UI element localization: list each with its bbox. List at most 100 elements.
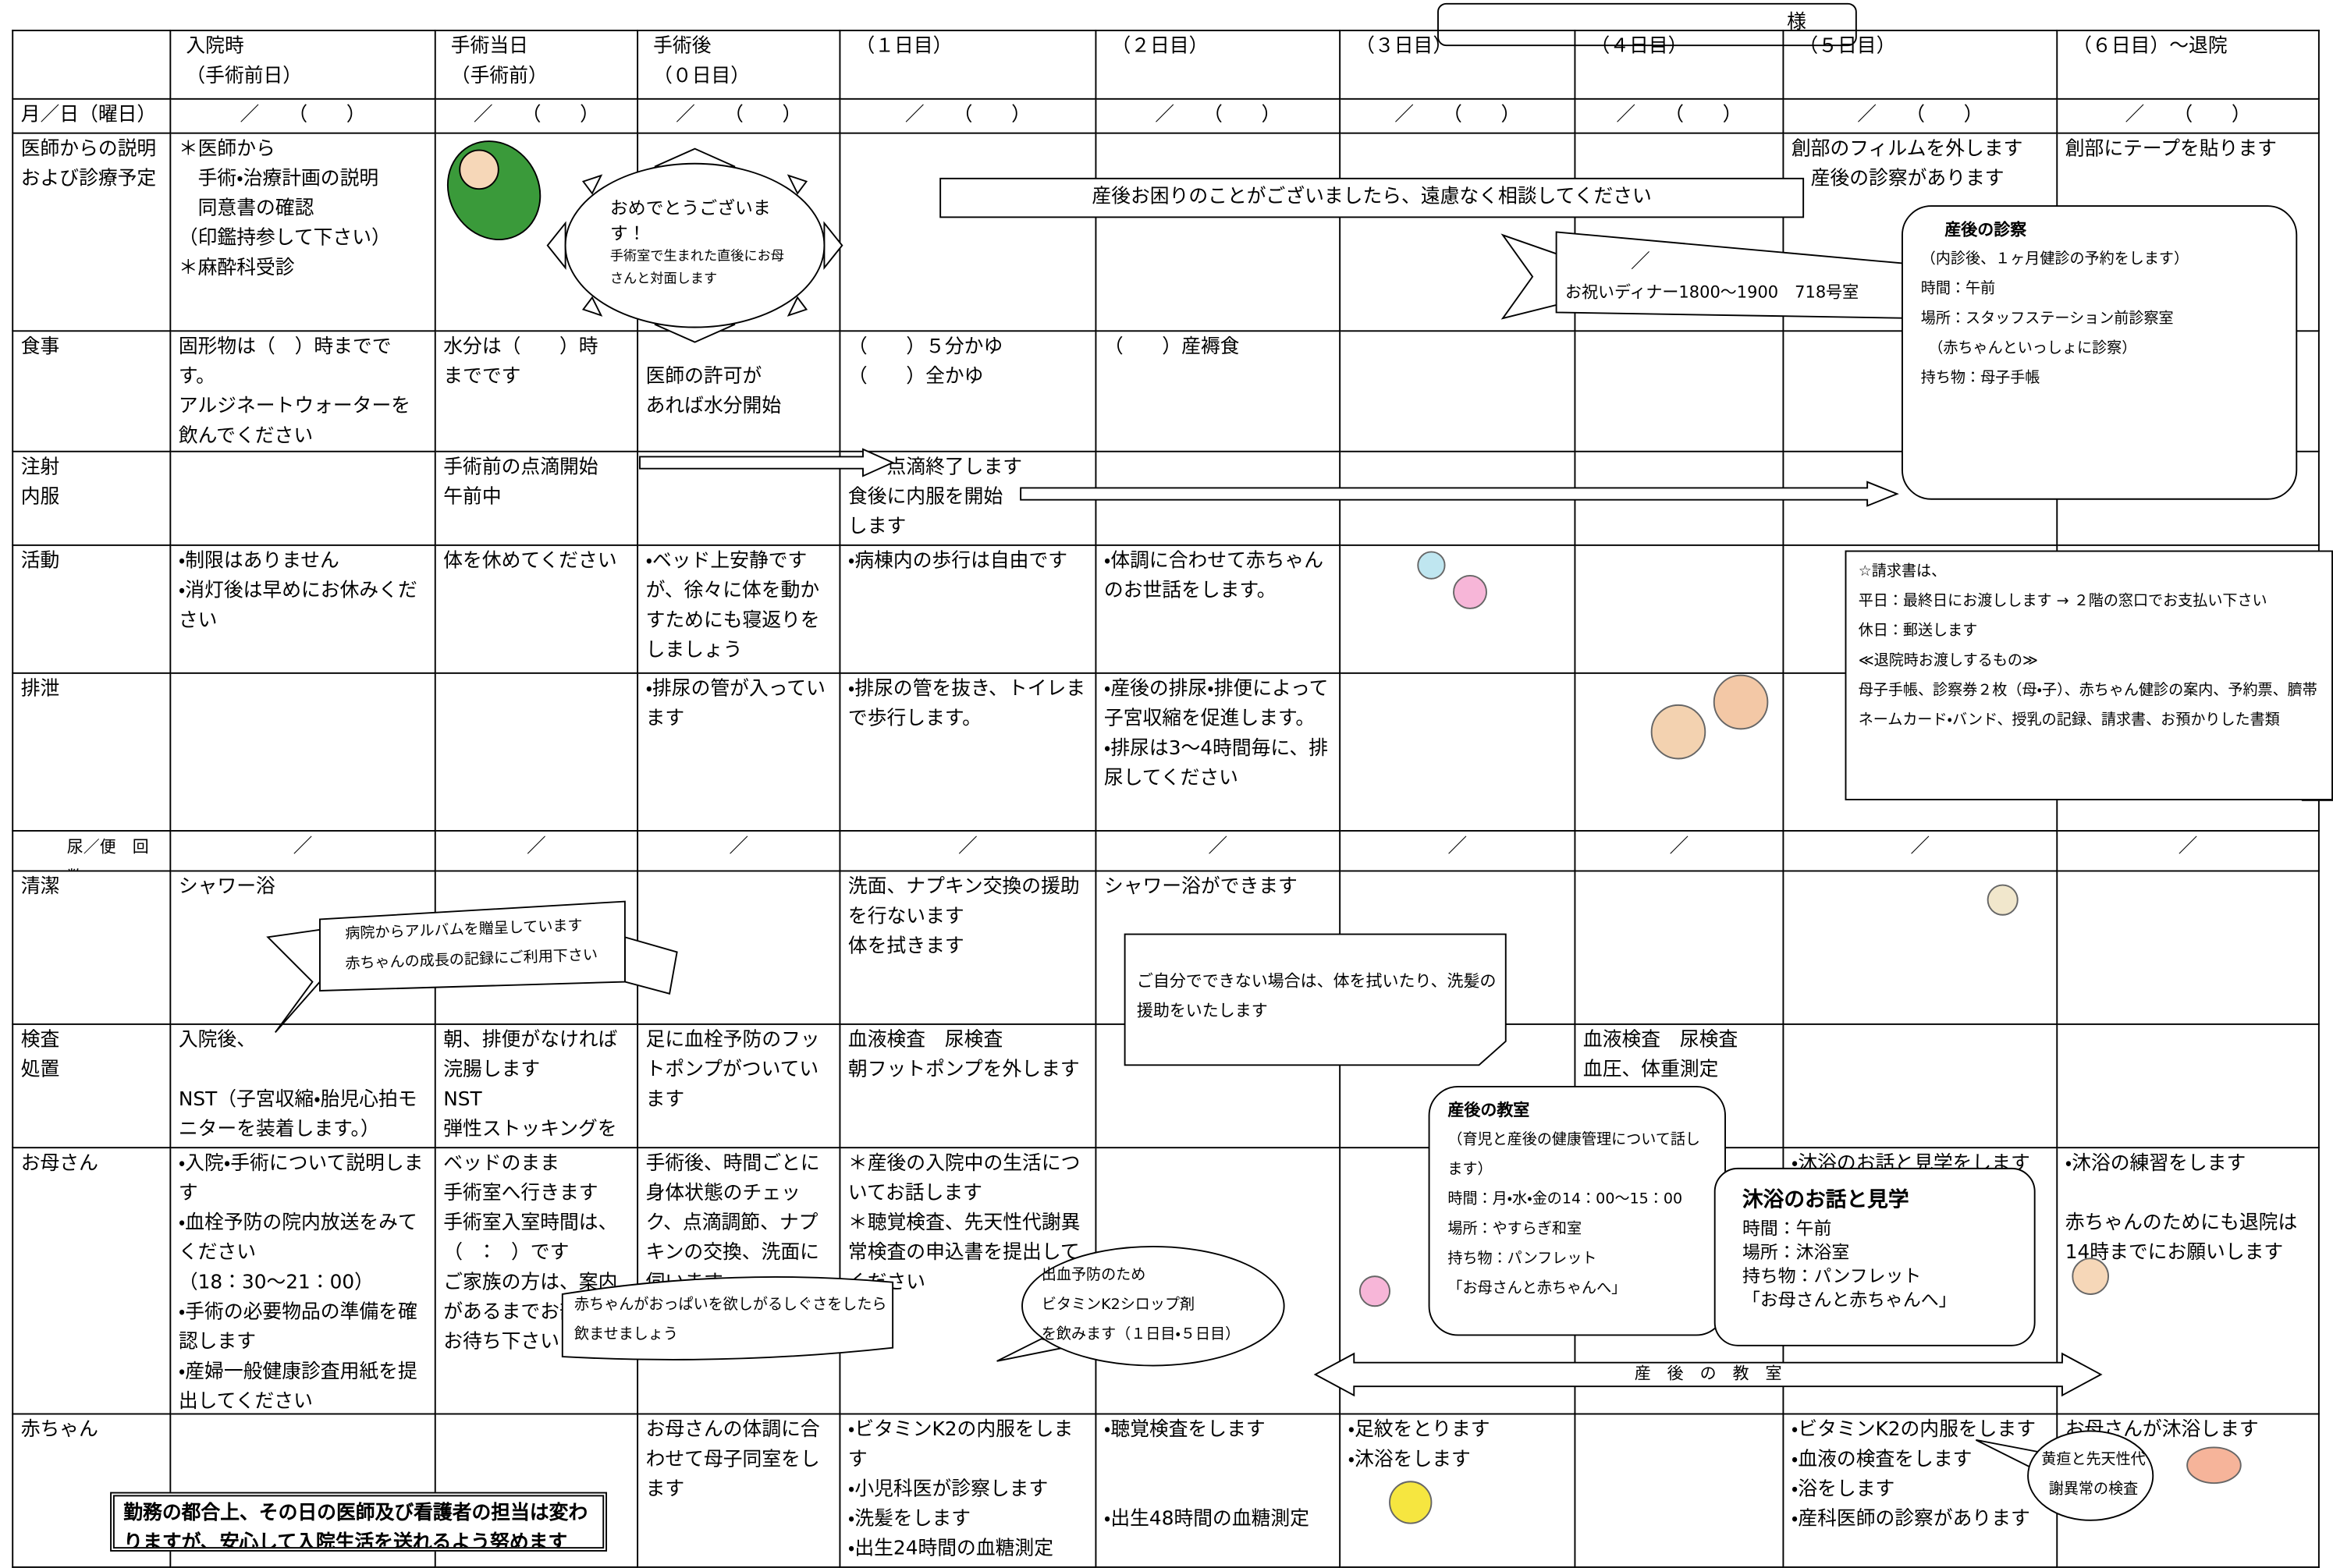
column-header-text: （３日目） bbox=[1355, 35, 1453, 59]
cell: ／ （ ） bbox=[434, 98, 639, 134]
row-label-text: 月／日（曜日） bbox=[20, 104, 157, 127]
cell: ／ bbox=[2056, 830, 2320, 872]
cell: 血液検査 尿検査 朝フットポンプを外します bbox=[839, 1023, 1097, 1149]
column-header: （３日目） bbox=[1339, 30, 1576, 100]
row-label: 活動 bbox=[12, 544, 172, 674]
column-header: 手術当日 （手術前） bbox=[434, 30, 639, 100]
row-label-text: 赤ちゃん bbox=[20, 1419, 98, 1442]
column-header-text: （２日目） bbox=[1111, 35, 1209, 59]
cell-text: 血液検査 尿検査 朝フットポンプを外します bbox=[847, 1029, 1080, 1082]
column-header-text: （１日目） bbox=[855, 35, 953, 59]
row: 活動 ・制限はありません ・消灯後は早めにお休みください 体を休めてください ・ベッド… bbox=[12, 544, 2320, 674]
cell-text: 創部のフィルムを外します 産後の診察があります bbox=[1791, 138, 2023, 191]
cell: ／ （ ） bbox=[1339, 98, 1576, 134]
bath-title: 沐浴のお話と見学 bbox=[1742, 1188, 1909, 1213]
row-label: 排泄 bbox=[12, 672, 172, 832]
cell-text: ／ bbox=[527, 835, 546, 859]
cell-text: ／ bbox=[1910, 835, 1930, 859]
cell-text: 朝、排便がなければ浣腸します NST 弾性ストッキングをはきます bbox=[443, 1029, 618, 1141]
cell: 点滴終了します 食後に内服を開始 します bbox=[839, 450, 1097, 546]
column-header-text: 手術当日 （手術前） bbox=[450, 35, 548, 88]
cell-text: ／ （ ） bbox=[1857, 104, 1983, 127]
cell-text: （ ）産褥食 bbox=[1103, 335, 1240, 359]
breastfeed-text: 赤ちゃんがおっぱいを欲しがるしぐさをしたら飲ませましょう bbox=[574, 1297, 887, 1343]
cell bbox=[637, 870, 841, 1025]
cell: ベッドのまま 手術室へ行きます 手術室入室時間は、 （ ： ）です ご家族の方は… bbox=[434, 1147, 639, 1415]
cell: ・排尿の管を抜き、トイレまで歩行します。 bbox=[839, 672, 1097, 832]
cell bbox=[2056, 870, 2320, 1025]
row: 赤ちゃん お母さんの体調に合わせて母子同室をします ・ビタミンK2の内服をします ・… bbox=[12, 1413, 2320, 1568]
row-label-text: 注射 内服 bbox=[20, 456, 60, 509]
exam-line: 持ち物：母子手帳 bbox=[1920, 370, 2040, 387]
row-label: 医師からの説明 および診療予定 bbox=[12, 132, 172, 332]
corner-cell bbox=[12, 30, 172, 100]
bath-line: 時間：午前 bbox=[1742, 1218, 1832, 1240]
cell-text: ／ bbox=[1447, 835, 1468, 859]
bath-line: 場所：沐浴室 bbox=[1742, 1242, 1850, 1263]
cell: 水分は（ ）時 までです bbox=[434, 330, 639, 452]
cell: ／ bbox=[169, 830, 436, 872]
cell-text: ／ bbox=[958, 835, 978, 859]
cell: ・病棟内の歩行は自由です bbox=[839, 544, 1097, 674]
cell: ／ （ ） bbox=[1574, 98, 1784, 134]
cell-text: お母さんの体調に合わせて母子同室をします bbox=[645, 1419, 820, 1502]
row-label: お母さん bbox=[12, 1147, 172, 1415]
cell-text: ・入院・手術について説明します ・血栓予防の院内放送をみてください （18：30… bbox=[178, 1152, 424, 1414]
exam-line: （赤ちゃんといっしょに診察） bbox=[1920, 340, 2137, 357]
cell: ・沐浴の練習をします 赤ちゃんのためにも退院は14時までにお願いします bbox=[2056, 1147, 2320, 1415]
cell-text: 医師の許可が あれば水分開始 bbox=[645, 366, 782, 418]
self-care-text: ご自分でできない場合は、体を拭いたり、洗髪の援助をいたします bbox=[1136, 971, 1497, 1021]
column-header-text: 手術後 （０日目） bbox=[653, 35, 751, 88]
cell: ・ビタミンK2の内服をします ・小児科医が診察します ・洗髪をします ・出生24… bbox=[839, 1413, 1097, 1568]
cell: ・排尿の管が入っています bbox=[637, 672, 841, 832]
row-label: 尿／便 回数 bbox=[12, 830, 172, 872]
vitamin-line: ビタミンK2シロップ剤 bbox=[1041, 1297, 1195, 1314]
bill-line: 平日：最終日にお渡しします → ２階の窓口でお支払い下さい bbox=[1858, 593, 2267, 610]
cell-text: 体を休めてください bbox=[443, 550, 617, 573]
class-box: 産後の教室 （育児と産後の健康管理について話します） 時間：月・水・金の14：00… bbox=[1428, 1086, 1726, 1336]
cell bbox=[1782, 1023, 2058, 1149]
cell: ／ bbox=[1095, 830, 1341, 872]
cell: ／ （ ） bbox=[2056, 98, 2320, 134]
cell-text: シャワー浴ができます bbox=[1103, 876, 1298, 899]
class-arrow-text: 産 後 の 教 室 bbox=[1634, 1364, 1782, 1384]
cell: ／ bbox=[434, 830, 639, 872]
row-label-text: お母さん bbox=[20, 1152, 98, 1176]
row-label-text: 食事 bbox=[20, 335, 60, 359]
banner-text: 産後お困りのことがございましたら、遠慮なく相談してください bbox=[1092, 186, 1652, 208]
bill-line: ≪退院時お渡しするもの≫ bbox=[1858, 653, 2038, 670]
cell-text: ・聴覚検査をします ・出生48時間の血糖測定 bbox=[1103, 1419, 1310, 1531]
bill-line: ☆請求書は、 bbox=[1858, 563, 1947, 580]
exam-line: （内診後、１ヶ月健診の予約をします） bbox=[1920, 251, 2189, 268]
cell-text: 手術前の点滴開始 午前中 bbox=[443, 456, 598, 509]
cell-text: ／ （ ） bbox=[1616, 104, 1742, 127]
bill-line: ネームカード・バンド、授乳の記録、請求書、お預かりした書類 bbox=[1858, 712, 2280, 729]
header-row: 入院時 （手術前日） 手術当日 （手術前） 手術後 （０日目） （１日目） （２日目） （… bbox=[12, 30, 2320, 100]
cell: ／ bbox=[839, 830, 1097, 872]
column-header: （４日目） bbox=[1574, 30, 1784, 100]
cell: ・産後の排尿・排便によって子宮収縮を促進します。 ・排尿は3～4時間毎に、排尿し… bbox=[1095, 672, 1341, 832]
column-header: 入院時 （手術前日） bbox=[169, 30, 436, 100]
column-header: 手術後 （０日目） bbox=[637, 30, 841, 100]
cell-text: ／ （ ） bbox=[473, 104, 599, 127]
cell-text: 血液検査 尿検査 血圧、体重測定 bbox=[1582, 1029, 1738, 1082]
cell bbox=[1574, 544, 1784, 674]
bath-box: 沐浴のお話と見学 時間：午前 場所：沐浴室 持ち物：パンフレット 「お母さんと赤ちゃん… bbox=[1713, 1167, 2036, 1346]
class-line: 場所：やすらぎ和室 bbox=[1447, 1221, 1582, 1238]
row-label: 月／日（曜日） bbox=[12, 98, 172, 134]
cell bbox=[2056, 1023, 2320, 1149]
cell-text: 入院後、 NST（子宮収縮・胎児心拍モニターを装着します。） bbox=[178, 1029, 417, 1141]
column-header: （１日目） bbox=[839, 30, 1097, 100]
cell: ／ （ ） bbox=[839, 98, 1097, 134]
cell-text: ・病棟内の歩行は自由です bbox=[847, 550, 1068, 573]
cell-text: 水分は（ ）時 までです bbox=[443, 335, 598, 388]
cell-text: ・ベッド上安静ですが、徐々に体を動かすためにも寝返りをしましょう bbox=[645, 550, 820, 662]
cell-text: シャワー浴 bbox=[178, 876, 275, 899]
cell: ・体調に合わせて赤ちゃんのお世話をします。 bbox=[1095, 544, 1341, 674]
dinner-mark: ／ bbox=[1630, 251, 1650, 274]
bill-line: 母子手帳、診察券２枚（母・子）、赤ちゃん健診の案内、予約票、臍帯 bbox=[1858, 683, 2317, 700]
cell-text: ・ビタミンK2の内服をします ・小児科医が診察します ・洗髪をします ・出生24… bbox=[847, 1419, 1074, 1561]
row: 月／日（曜日） ／ （ ） ／ （ ） ／ （ ） ／ （ ） ／ （ ） ／ （ ） ／ （… bbox=[12, 98, 2320, 134]
